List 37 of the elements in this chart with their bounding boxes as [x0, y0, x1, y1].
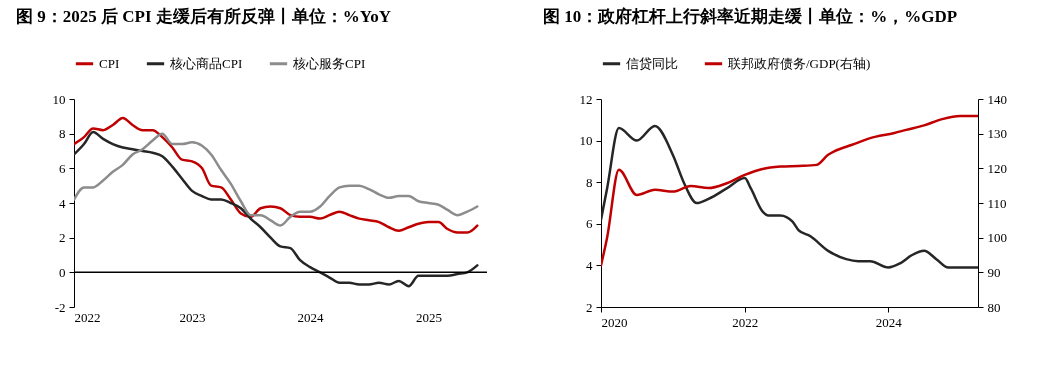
y-tick-label: 8 — [586, 174, 593, 190]
y2-tick-label: 110 — [987, 195, 1007, 211]
legend-label: 联邦政府债务/GDP(右轴) — [728, 55, 871, 71]
y-tick-label: 2 — [59, 230, 66, 246]
y-tick-label: 0 — [59, 264, 66, 280]
y2-tick-label: 140 — [987, 91, 1007, 107]
y-tick-label: 8 — [59, 126, 66, 142]
x-tick-label: 2022 — [732, 314, 759, 330]
y2-tick-label: 130 — [987, 126, 1007, 142]
x-tick-label: 2024 — [297, 309, 325, 325]
y2-tick-label: 100 — [987, 230, 1007, 246]
y-tick-label: 4 — [59, 195, 66, 211]
y-tick-label: -2 — [54, 299, 66, 315]
legend-label: 核心商品CPI — [169, 55, 243, 71]
y-tick-label: 6 — [586, 216, 593, 232]
y-tick-label: 10 — [52, 91, 66, 107]
x-tick-label: 2020 — [601, 314, 628, 330]
y-tick-label: 2 — [586, 299, 593, 315]
y-tick-label: 12 — [579, 91, 593, 107]
x-tick-label: 2025 — [415, 309, 442, 325]
y2-tick-label: 120 — [987, 160, 1007, 176]
y2-tick-label: 80 — [987, 299, 1001, 315]
legend-label: CPI — [99, 55, 120, 71]
legend-label: 核心服务CPI — [292, 55, 366, 71]
line-series — [74, 132, 479, 227]
x-tick-label: 2022 — [74, 309, 101, 325]
x-tick-label: 2023 — [179, 309, 206, 325]
y-tick-label: 6 — [59, 160, 66, 176]
y-tick-label: 10 — [579, 133, 593, 149]
y2-tick-label: 90 — [987, 264, 1001, 280]
line-series — [74, 116, 479, 234]
x-tick-label: 2024 — [875, 314, 903, 330]
chart-title: 图 10：政府杠杆上行斜率近期走缓丨单位：%，%GDP — [543, 7, 958, 26]
chart-title: 图 9：2025 后 CPI 走缓后有所反弹丨单位：%YoY — [16, 7, 391, 26]
legend-label: 信贷同比 — [626, 55, 678, 71]
line-series — [74, 130, 479, 288]
y-tick-label: 4 — [586, 257, 593, 273]
